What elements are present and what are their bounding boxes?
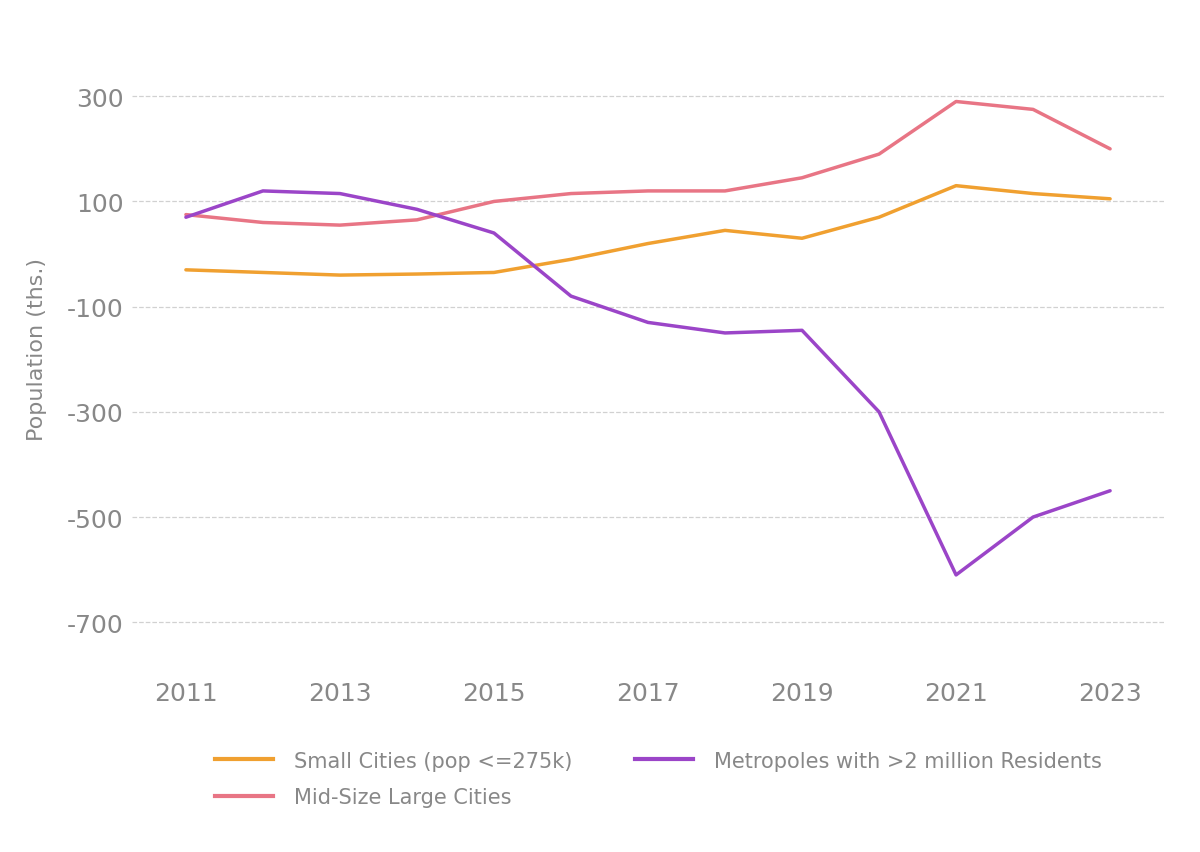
Mid-Size Large Cities [179, 210, 193, 221]
Mid-Size Large Cities [487, 197, 502, 207]
Small Cities (pop <=275k) [564, 255, 578, 265]
Metropoles with >2 million Residents [256, 187, 270, 197]
Mid-Size Large Cities [409, 216, 424, 226]
Metropoles with >2 million Residents [949, 570, 964, 580]
Mid-Size Large Cities [949, 97, 964, 107]
Mid-Size Large Cities [564, 189, 578, 199]
Small Cities (pop <=275k) [409, 269, 424, 279]
Mid-Size Large Cities [1103, 145, 1117, 155]
Legend: Small Cities (pop <=275k), Mid-Size Large Cities, Metropoles with >2 million Res: Small Cities (pop <=275k), Mid-Size Larg… [215, 751, 1102, 807]
Mid-Size Large Cities [256, 218, 270, 228]
Small Cities (pop <=275k) [949, 181, 964, 192]
Small Cities (pop <=275k) [872, 213, 887, 223]
Metropoles with >2 million Residents [487, 228, 502, 239]
Y-axis label: Population (ths.): Population (ths.) [28, 258, 48, 440]
Metropoles with >2 million Residents [332, 189, 347, 199]
Metropoles with >2 million Residents [409, 205, 424, 216]
Small Cities (pop <=275k) [641, 239, 655, 250]
Metropoles with >2 million Residents [179, 213, 193, 223]
Metropoles with >2 million Residents [794, 325, 809, 336]
Mid-Size Large Cities [332, 221, 347, 231]
Small Cities (pop <=275k) [794, 234, 809, 245]
Metropoles with >2 million Residents [718, 329, 732, 339]
Small Cities (pop <=275k) [1026, 189, 1040, 199]
Small Cities (pop <=275k) [179, 266, 193, 276]
Metropoles with >2 million Residents [1103, 486, 1117, 496]
Mid-Size Large Cities [641, 187, 655, 197]
Small Cities (pop <=275k) [256, 268, 270, 279]
Small Cities (pop <=275k) [718, 226, 732, 236]
Metropoles with >2 million Residents [564, 291, 578, 302]
Mid-Size Large Cities [1026, 105, 1040, 115]
Line: Small Cities (pop <=275k): Small Cities (pop <=275k) [186, 187, 1110, 276]
Small Cities (pop <=275k) [487, 268, 502, 279]
Metropoles with >2 million Residents [872, 407, 887, 417]
Metropoles with >2 million Residents [1026, 512, 1040, 522]
Mid-Size Large Cities [794, 174, 809, 184]
Metropoles with >2 million Residents [641, 318, 655, 328]
Small Cities (pop <=275k) [332, 271, 347, 281]
Small Cities (pop <=275k) [1103, 194, 1117, 204]
Mid-Size Large Cities [718, 187, 732, 197]
Mid-Size Large Cities [872, 150, 887, 160]
Line: Metropoles with >2 million Residents: Metropoles with >2 million Residents [186, 192, 1110, 575]
Line: Mid-Size Large Cities: Mid-Size Large Cities [186, 102, 1110, 226]
